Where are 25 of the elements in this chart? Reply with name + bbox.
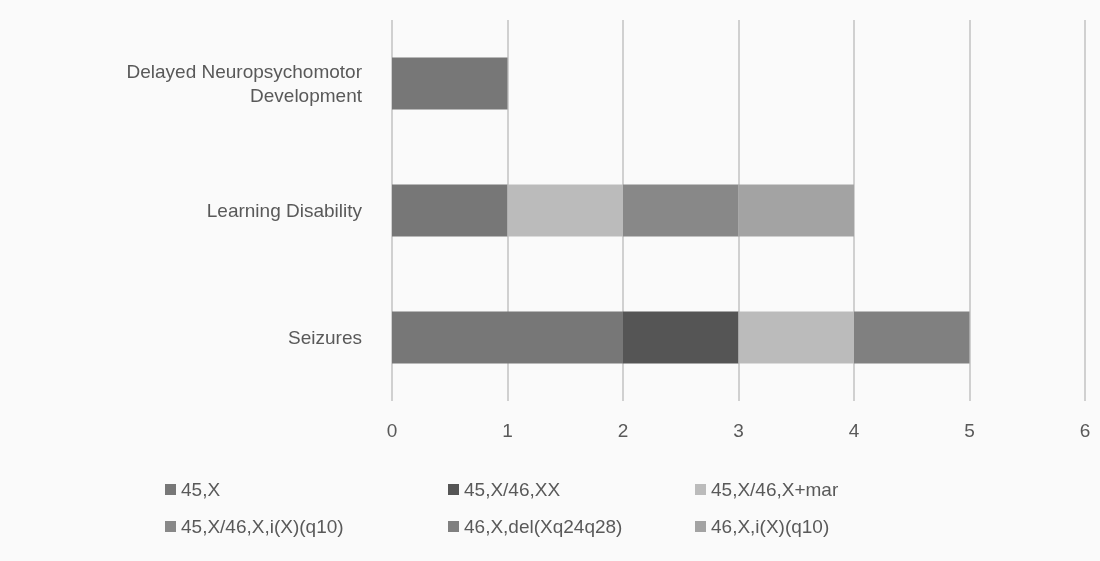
- x-tick-label: 3: [733, 420, 744, 441]
- x-tick-label: 1: [502, 420, 513, 441]
- y-tick-label: Seizures: [288, 327, 362, 348]
- x-tick-label: 6: [1079, 420, 1091, 441]
- legend-label: 45,X/46,XX: [464, 479, 561, 500]
- legend-label: 45,X/46,X,i(X)(q10): [181, 516, 344, 537]
- bar: [738, 311, 854, 364]
- legend-label: 45,X: [181, 479, 221, 500]
- bar: [392, 311, 623, 364]
- x-tick-label: 0: [386, 420, 398, 441]
- x-tick-label: 5: [964, 420, 975, 441]
- bar: [623, 311, 739, 364]
- legend-label: 46,X,i(X)(q10): [711, 516, 830, 537]
- y-tick-label: Delayed Neuropsychomotor Development: [126, 61, 363, 106]
- bar: [392, 184, 508, 237]
- bar: [507, 184, 623, 237]
- bar: [623, 184, 739, 237]
- bar: [738, 184, 854, 237]
- legend-label: 46,X,del(Xq24q28): [464, 516, 623, 537]
- bar: [392, 57, 508, 110]
- x-tick-label: 4: [848, 420, 860, 441]
- legend-label: 45,X/46,X+mar: [711, 479, 839, 500]
- bar: [854, 311, 970, 364]
- y-tick-label: Learning Disability: [206, 200, 363, 221]
- x-tick-label: 2: [617, 420, 629, 441]
